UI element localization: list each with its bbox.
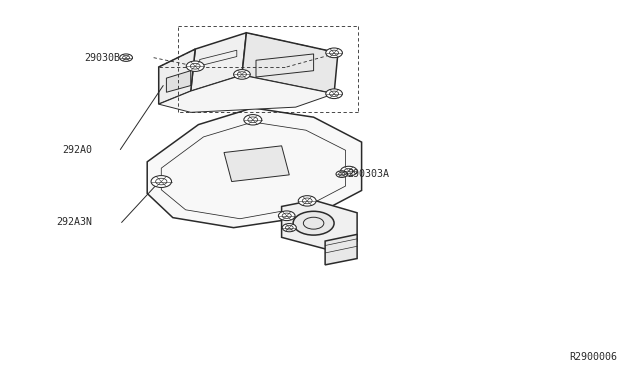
Polygon shape [242, 33, 338, 94]
Polygon shape [191, 33, 246, 91]
Circle shape [186, 61, 204, 71]
Polygon shape [282, 200, 357, 249]
Circle shape [298, 196, 316, 206]
Text: 292A3N: 292A3N [56, 218, 92, 227]
Circle shape [326, 89, 342, 99]
Circle shape [340, 166, 357, 176]
Polygon shape [159, 49, 195, 104]
Circle shape [293, 211, 334, 235]
Text: 292A0: 292A0 [62, 145, 92, 154]
Text: R2900006: R2900006 [570, 352, 618, 362]
Circle shape [278, 211, 295, 221]
Circle shape [326, 48, 342, 58]
Polygon shape [147, 108, 362, 228]
Circle shape [120, 54, 132, 61]
Circle shape [336, 171, 348, 177]
Circle shape [234, 70, 250, 79]
Text: 290303A: 290303A [347, 169, 389, 179]
Polygon shape [325, 234, 357, 265]
Circle shape [244, 115, 262, 125]
Polygon shape [224, 146, 289, 182]
Circle shape [282, 224, 296, 232]
Circle shape [151, 176, 172, 187]
Polygon shape [166, 71, 191, 92]
Text: 29030B: 29030B [84, 53, 120, 62]
Polygon shape [159, 75, 334, 112]
